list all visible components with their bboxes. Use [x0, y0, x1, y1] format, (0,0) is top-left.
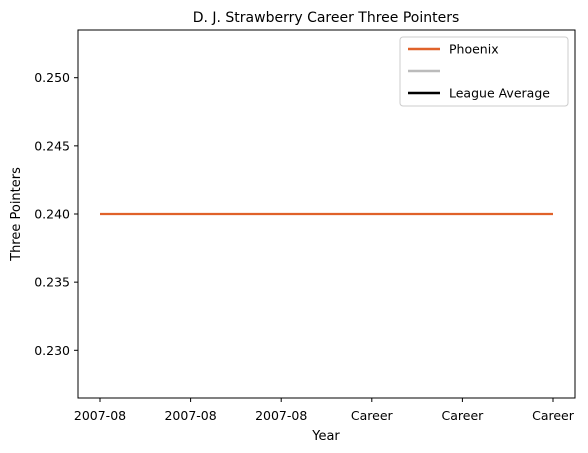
legend: Phoenix League Average	[399, 36, 569, 107]
y-tick-label: 0.235	[34, 275, 70, 290]
x-axis-label: Year	[311, 429, 340, 444]
legend-box	[399, 36, 569, 107]
x-tick-label: 2007-08	[255, 408, 307, 423]
plot-frame	[77, 29, 576, 399]
y-tick-label: 0.230	[34, 343, 70, 358]
x-axis: 2007-08 2007-08 2007-08 Career Career Career	[74, 398, 575, 423]
x-tick-label: Career	[351, 408, 394, 423]
y-tick-label: 0.245	[34, 138, 70, 153]
y-tick-label: 0.240	[34, 207, 70, 222]
legend-label: League Average	[449, 86, 550, 101]
y-axis: 0.230 0.235 0.240 0.245 0.250	[34, 70, 78, 358]
x-tick-label: Career	[442, 408, 485, 423]
legend-label: Phoenix	[449, 42, 499, 57]
chart-title: D. J. Strawberry Career Three Pointers	[193, 10, 460, 26]
x-tick-label: Career	[532, 408, 575, 423]
y-axis-label: Three Pointers	[9, 167, 24, 262]
x-tick-label: 2007-08	[164, 408, 216, 423]
x-tick-label: 2007-08	[74, 408, 126, 423]
y-tick-label: 0.250	[34, 70, 70, 85]
